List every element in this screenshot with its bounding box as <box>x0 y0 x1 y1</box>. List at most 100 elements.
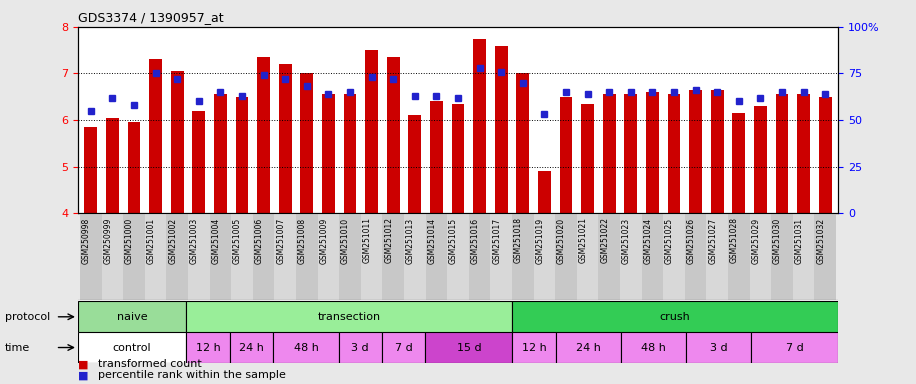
Text: 3 d: 3 d <box>352 343 369 353</box>
Text: GSM251000: GSM251000 <box>125 217 134 264</box>
Text: 24 h: 24 h <box>576 343 601 353</box>
Bar <box>641 213 663 300</box>
Bar <box>322 94 335 213</box>
Text: GSM251019: GSM251019 <box>535 217 544 263</box>
Text: GSM251025: GSM251025 <box>665 217 674 263</box>
Text: naive: naive <box>117 312 147 322</box>
Bar <box>663 213 685 300</box>
Bar <box>210 213 231 300</box>
Text: crush: crush <box>660 312 691 322</box>
Bar <box>339 213 361 300</box>
Bar <box>382 213 404 300</box>
Text: GSM251026: GSM251026 <box>687 217 695 263</box>
Bar <box>556 332 621 363</box>
Text: 7 d: 7 d <box>786 343 803 353</box>
Bar <box>819 97 832 213</box>
Text: GSM251020: GSM251020 <box>557 217 566 263</box>
Text: 3 d: 3 d <box>710 343 727 353</box>
Text: GSM251014: GSM251014 <box>428 217 436 263</box>
Text: GSM251030: GSM251030 <box>773 217 782 264</box>
Text: 12 h: 12 h <box>196 343 221 353</box>
Bar <box>490 213 512 300</box>
Bar <box>555 213 577 300</box>
Bar <box>382 332 425 363</box>
Bar <box>344 94 356 213</box>
Bar <box>797 94 810 213</box>
Text: GSM251003: GSM251003 <box>190 217 199 264</box>
Bar <box>469 213 490 300</box>
Bar <box>296 213 318 300</box>
Bar <box>686 332 751 363</box>
Bar <box>749 213 771 300</box>
Text: ■: ■ <box>78 359 88 369</box>
Bar <box>689 90 702 213</box>
Bar <box>80 213 102 300</box>
Bar <box>754 106 767 213</box>
Bar <box>621 332 686 363</box>
Text: transformed count: transformed count <box>98 359 202 369</box>
Text: GSM250998: GSM250998 <box>82 217 91 264</box>
Text: GDS3374 / 1390957_at: GDS3374 / 1390957_at <box>78 12 224 25</box>
Bar <box>426 213 447 300</box>
Bar <box>751 332 838 363</box>
Text: GSM250999: GSM250999 <box>104 217 113 264</box>
Bar <box>192 111 205 213</box>
Text: GSM251016: GSM251016 <box>471 217 480 263</box>
Bar <box>257 57 270 213</box>
Text: 48 h: 48 h <box>293 343 319 353</box>
Bar <box>84 127 97 213</box>
Bar <box>728 213 749 300</box>
Text: GSM251004: GSM251004 <box>212 217 221 264</box>
Bar <box>253 213 275 300</box>
Bar <box>78 332 187 363</box>
Text: GSM251005: GSM251005 <box>233 217 242 264</box>
Bar <box>273 332 339 363</box>
Bar <box>365 50 378 213</box>
Text: GSM251021: GSM251021 <box>579 217 587 263</box>
Bar <box>560 97 572 213</box>
Text: GSM251006: GSM251006 <box>255 217 264 264</box>
Text: GSM251028: GSM251028 <box>730 217 739 263</box>
Bar <box>167 213 188 300</box>
Bar <box>625 94 638 213</box>
Text: GSM251017: GSM251017 <box>492 217 501 263</box>
Text: GSM251018: GSM251018 <box>514 217 523 263</box>
Text: percentile rank within the sample: percentile rank within the sample <box>98 370 286 380</box>
Bar <box>646 92 659 213</box>
Bar <box>361 213 382 300</box>
Bar <box>706 213 728 300</box>
Bar <box>78 301 187 332</box>
Bar <box>149 60 162 213</box>
Bar <box>771 213 792 300</box>
Bar <box>776 94 789 213</box>
Bar <box>187 332 230 363</box>
Bar <box>512 213 534 300</box>
Text: ■: ■ <box>78 370 88 380</box>
Bar <box>102 213 124 300</box>
Text: 24 h: 24 h <box>239 343 264 353</box>
Bar <box>124 213 145 300</box>
Bar <box>577 213 598 300</box>
Bar <box>187 301 512 332</box>
Text: GSM251023: GSM251023 <box>622 217 631 263</box>
Text: GSM251032: GSM251032 <box>816 217 825 263</box>
Bar <box>278 64 291 213</box>
Bar <box>512 332 556 363</box>
Bar <box>598 213 620 300</box>
Text: GSM251029: GSM251029 <box>751 217 760 263</box>
Bar <box>145 213 167 300</box>
Text: GSM251011: GSM251011 <box>363 217 372 263</box>
Text: GSM251015: GSM251015 <box>449 217 458 263</box>
Bar <box>603 94 616 213</box>
Text: GSM251007: GSM251007 <box>277 217 285 264</box>
Text: GSM251010: GSM251010 <box>341 217 350 263</box>
Bar <box>814 213 836 300</box>
Bar <box>517 73 529 213</box>
Text: time: time <box>5 343 30 353</box>
Bar <box>668 94 681 213</box>
Bar <box>512 301 838 332</box>
Text: GSM251022: GSM251022 <box>600 217 609 263</box>
Bar <box>188 213 210 300</box>
Text: transection: transection <box>318 312 381 322</box>
Bar <box>214 94 227 213</box>
